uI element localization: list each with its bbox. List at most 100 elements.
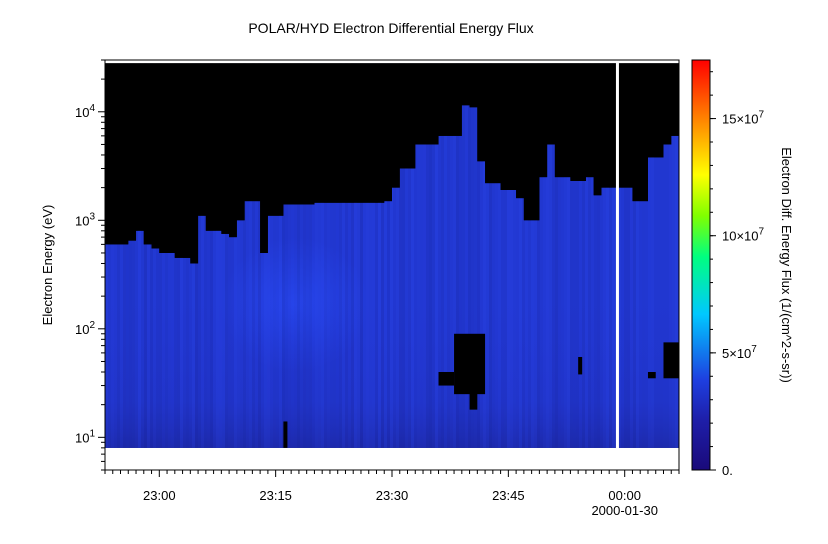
flux-stripe: [366, 63, 369, 448]
flux-stripe: [156, 63, 159, 448]
flux-stripe: [588, 63, 591, 448]
flux-stripe: [384, 63, 387, 448]
flux-stripe: [138, 63, 141, 448]
flux-stripe: [555, 63, 558, 448]
flux-low-energy-shade: [105, 296, 679, 448]
flux-stripe: [603, 63, 606, 448]
flux-stripe: [237, 63, 240, 448]
flux-stripe: [453, 63, 456, 448]
flux-stripe: [570, 63, 573, 448]
flux-stripe: [321, 63, 324, 448]
dropout-region: [283, 421, 288, 448]
flux-stripe: [369, 63, 372, 448]
flux-stripe: [483, 63, 486, 448]
flux-stripe: [468, 63, 471, 448]
flux-stripe: [303, 63, 306, 448]
y-axis-title: Electron Energy (eV): [40, 205, 55, 326]
flux-stripe: [264, 63, 267, 448]
flux-stripe: [351, 63, 354, 448]
colorbar-tick-label: 10×107: [722, 227, 765, 244]
flux-stripe: [396, 63, 399, 448]
flux-stripe: [267, 63, 270, 448]
flux-stripe: [201, 63, 204, 448]
flux-stripe: [288, 63, 291, 448]
flux-stripe: [507, 63, 510, 448]
flux-stripe: [144, 63, 147, 448]
y-tick-label: 103: [75, 211, 95, 228]
flux-stripe: [552, 63, 555, 448]
flux-stripe: [564, 63, 567, 448]
flux-stripe: [120, 63, 123, 448]
flux-stripe: [546, 63, 549, 448]
flux-stripe: [372, 63, 375, 448]
flux-stripe: [390, 63, 393, 448]
flux-stripe: [543, 63, 546, 448]
x-tick-label: 23:00: [143, 488, 176, 503]
flux-stripe: [585, 63, 588, 448]
flux-stripe: [324, 63, 327, 448]
dropout-region: [454, 333, 486, 395]
flux-stripe: [477, 63, 480, 448]
flux-stripe: [606, 63, 609, 448]
flux-stripe: [636, 63, 639, 448]
flux-stripe: [558, 63, 561, 448]
colorbar-tick-label: 15×107: [722, 110, 765, 127]
flux-stripes: [105, 63, 679, 448]
flux-stripe: [447, 63, 450, 448]
flux-stripe: [315, 63, 318, 448]
flux-stripe: [651, 63, 654, 448]
flux-stripe: [456, 63, 459, 448]
flux-stripe: [207, 63, 210, 448]
dropout-region: [647, 371, 656, 379]
flux-stripe: [426, 63, 429, 448]
x-tick-label: 23:15: [259, 488, 292, 503]
flux-stripe: [399, 63, 402, 448]
flux-stripe: [225, 63, 228, 448]
flux-stripe: [519, 63, 522, 448]
colorbar-title: Electron Diff. Energy Flux (1/(cm^2-s-sr…: [779, 147, 794, 383]
flux-stripe: [234, 63, 237, 448]
flux-stripe: [672, 63, 675, 448]
flux-stripe: [462, 63, 465, 448]
y-tick-label: 101: [75, 428, 95, 445]
flux-stripe: [357, 63, 360, 448]
flux-stripe: [117, 63, 120, 448]
x-tick-label: 23:30: [376, 488, 409, 503]
flux-stripe: [432, 63, 435, 448]
flux-stripe: [402, 63, 405, 448]
flux-stripe: [129, 63, 132, 448]
flux-stripe: [648, 63, 651, 448]
flux-stripe: [489, 63, 492, 448]
x-tick-label: 00:00: [608, 488, 641, 503]
flux-stripe: [510, 63, 513, 448]
flux-stripe: [381, 63, 384, 448]
flux-stripe: [126, 63, 129, 448]
flux-stripe: [339, 63, 342, 448]
dropout-region: [578, 356, 583, 375]
flux-stripe: [411, 63, 414, 448]
flux-stripe: [159, 63, 162, 448]
flux-stripe: [198, 63, 201, 448]
flux-stripe: [579, 63, 582, 448]
flux-stripe: [318, 63, 321, 448]
flux-stripe: [594, 63, 597, 448]
flux-stripe: [582, 63, 585, 448]
flux-stripe: [441, 63, 444, 448]
flux-stripe: [258, 63, 261, 448]
flux-stripe: [243, 63, 246, 448]
flux-stripe: [537, 63, 540, 448]
flux-stripe: [423, 63, 426, 448]
flux-stripe: [444, 63, 447, 448]
flux-stripe: [534, 63, 537, 448]
y-tick-label: 104: [75, 103, 95, 120]
flux-stripe: [612, 63, 615, 448]
flux-stripe: [204, 63, 207, 448]
flux-stripe: [222, 63, 225, 448]
flux-stripe: [213, 63, 216, 448]
colorbar-ticks: 0. 5×107 10×107 15×107: [710, 71, 765, 478]
y-tick-label: 102: [75, 320, 95, 337]
flux-stripe: [567, 63, 570, 448]
flux-stripe: [504, 63, 507, 448]
x-tick-label: 23:45: [492, 488, 525, 503]
